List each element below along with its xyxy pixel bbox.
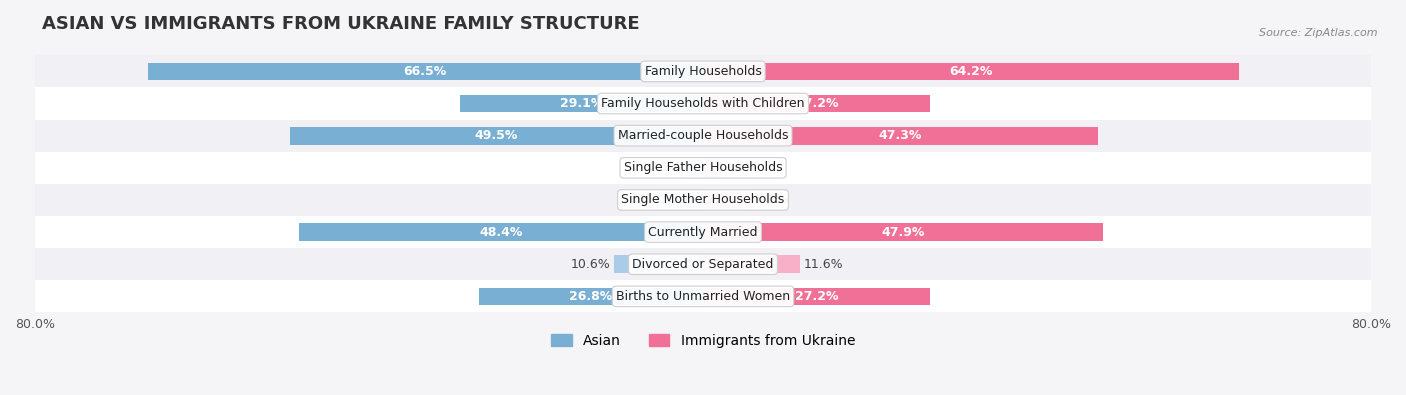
Text: 2.1%: 2.1% — [650, 161, 682, 174]
Text: Births to Unmarried Women: Births to Unmarried Women — [616, 290, 790, 303]
Text: ASIAN VS IMMIGRANTS FROM UKRAINE FAMILY STRUCTURE: ASIAN VS IMMIGRANTS FROM UKRAINE FAMILY … — [42, 15, 640, 33]
Text: 2.0%: 2.0% — [724, 161, 756, 174]
Text: 26.8%: 26.8% — [569, 290, 613, 303]
Bar — [703, 223, 1102, 241]
Text: Married-couple Households: Married-couple Households — [617, 129, 789, 142]
Text: Family Households: Family Households — [644, 65, 762, 78]
Bar — [703, 288, 931, 305]
Text: Single Mother Households: Single Mother Households — [621, 194, 785, 207]
Bar — [290, 127, 703, 145]
FancyBboxPatch shape — [35, 216, 1371, 248]
FancyBboxPatch shape — [35, 87, 1371, 120]
FancyBboxPatch shape — [35, 120, 1371, 152]
FancyBboxPatch shape — [35, 55, 1371, 87]
Bar — [657, 191, 703, 209]
Text: Divorced or Separated: Divorced or Separated — [633, 258, 773, 271]
Bar — [479, 288, 703, 305]
Bar — [703, 127, 1098, 145]
Text: Source: ZipAtlas.com: Source: ZipAtlas.com — [1260, 28, 1378, 38]
Text: 27.2%: 27.2% — [794, 290, 838, 303]
Legend: Asian, Immigrants from Ukraine: Asian, Immigrants from Ukraine — [546, 328, 860, 354]
Bar — [703, 191, 751, 209]
Text: 29.1%: 29.1% — [560, 97, 603, 110]
Text: 5.8%: 5.8% — [755, 194, 787, 207]
Text: 10.6%: 10.6% — [571, 258, 610, 271]
Bar — [148, 62, 703, 80]
Text: 5.6%: 5.6% — [620, 194, 652, 207]
Text: 47.3%: 47.3% — [879, 129, 922, 142]
FancyBboxPatch shape — [35, 184, 1371, 216]
Text: 66.5%: 66.5% — [404, 65, 447, 78]
Bar — [703, 95, 931, 112]
Bar — [614, 256, 703, 273]
Text: Currently Married: Currently Married — [648, 226, 758, 239]
Text: 47.9%: 47.9% — [882, 226, 925, 239]
Bar — [703, 62, 1239, 80]
FancyBboxPatch shape — [35, 248, 1371, 280]
FancyBboxPatch shape — [35, 280, 1371, 312]
Text: 27.2%: 27.2% — [794, 97, 838, 110]
Text: 49.5%: 49.5% — [475, 129, 517, 142]
Text: 48.4%: 48.4% — [479, 226, 523, 239]
FancyBboxPatch shape — [35, 152, 1371, 184]
Bar — [703, 256, 800, 273]
Bar — [460, 95, 703, 112]
Bar — [686, 159, 703, 177]
Text: Family Households with Children: Family Households with Children — [602, 97, 804, 110]
Text: 64.2%: 64.2% — [949, 65, 993, 78]
Bar — [299, 223, 703, 241]
Text: Single Father Households: Single Father Households — [624, 161, 782, 174]
Bar — [703, 159, 720, 177]
Text: 11.6%: 11.6% — [804, 258, 844, 271]
